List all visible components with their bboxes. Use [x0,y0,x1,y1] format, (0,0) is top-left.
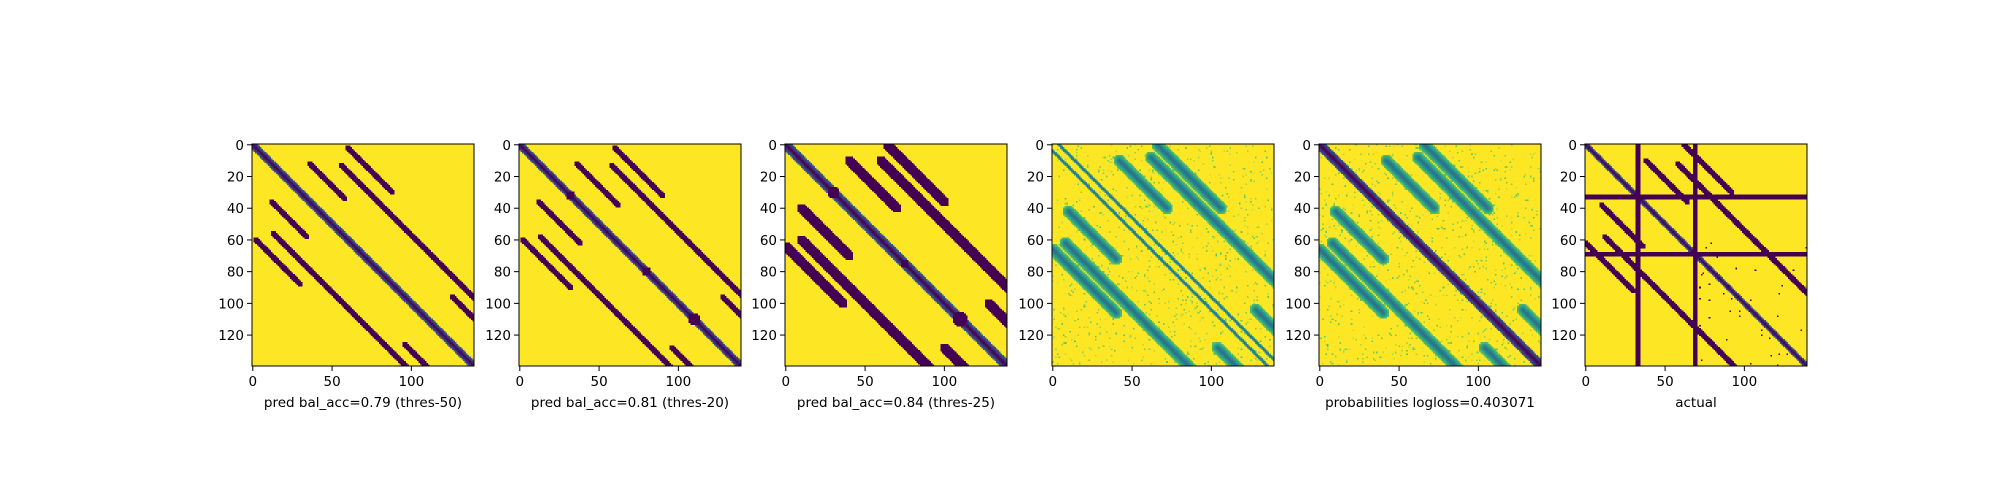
y-tick-label: 0 [1302,138,1311,154]
x-tick-label: 50 [1656,374,1673,390]
panel-6: 0 50 100 0 20 40 60 80 100 120 actual [1551,138,1808,411]
y-tick-label: 100 [1551,296,1577,312]
y-tick-label: 60 [760,233,777,249]
panel-caption: probabilities logloss=0.403071 [1325,395,1535,411]
y-tick-label: 40 [1560,201,1577,217]
heatmap-image [785,144,1007,366]
y-tick-label: 0 [1568,138,1577,154]
y-tick-label: 20 [494,170,511,186]
panel-3: 0 50 100 0 20 40 60 80 100 120 pred bal_acc=0.84 (… [751,138,1008,411]
x-tick-label: 50 [323,374,340,390]
panel-4: 0 50 100 0 20 40 60 80 100 120 [1018,138,1275,390]
y-tick-label: 40 [760,201,777,217]
y-tick-label: 0 [768,138,777,154]
heatmap-image [519,144,741,366]
y-tick-label: 40 [494,201,511,217]
y-tick-label: 60 [1027,233,1044,249]
axes-frame [1584,143,1808,367]
panel-1: 0 50 100 0 20 40 60 80 100 120 pred bal_acc=0.79 (… [218,138,475,411]
x-tick-label: 50 [1390,374,1407,390]
y-tick-label: 100 [751,296,777,312]
y-tick-label: 0 [1035,138,1044,154]
x-tick-label: 50 [590,374,607,390]
y-tick-label: 20 [1294,170,1311,186]
y-tick-label: 120 [1551,328,1577,344]
y-tick-label: 100 [218,296,244,312]
y-tick-label: 100 [485,296,511,312]
x-tick-label: 0 [1048,374,1057,390]
y-tick-label: 80 [1027,265,1044,281]
y-tick-label: 80 [494,265,511,281]
x-tick-label: 0 [781,374,790,390]
x-tick-label: 100 [1465,374,1491,390]
y-tick-label: 60 [227,233,244,249]
y-tick-label: 120 [1285,328,1311,344]
y-tick-label: 100 [1018,296,1044,312]
axes-frame [1051,143,1275,367]
panel-caption: pred bal_acc=0.79 (thres-50) [264,395,462,411]
axes-frame [518,143,742,367]
heatmap-image [1585,144,1807,366]
heatmap-image [1052,144,1274,366]
heatmap-image [1319,144,1541,366]
x-tick-label: 100 [398,374,424,390]
y-tick-label: 120 [751,328,777,344]
y-tick-label: 80 [227,265,244,281]
x-tick-label: 100 [665,374,691,390]
y-tick-label: 60 [1294,233,1311,249]
y-tick-label: 20 [760,170,777,186]
y-tick-label: 80 [1560,265,1577,281]
x-tick-label: 50 [856,374,873,390]
panel-5: 0 50 100 0 20 40 60 80 100 120 probabilities loglo… [1285,138,1542,411]
y-tick-label: 40 [1027,201,1044,217]
panel-2: 0 50 100 0 20 40 60 80 100 120 pred bal_acc=0.81 (… [485,138,742,411]
x-tick-label: 0 [515,374,524,390]
x-tick-label: 0 [248,374,257,390]
y-tick-label: 80 [1294,265,1311,281]
x-tick-label: 100 [1198,374,1224,390]
heatmap-image [252,144,474,366]
y-tick-label: 100 [1285,296,1311,312]
panel-caption: actual [1675,395,1717,411]
panel-caption: pred bal_acc=0.81 (thres-20) [531,395,729,411]
x-tick-label: 0 [1315,374,1324,390]
x-tick-label: 100 [931,374,957,390]
y-tick-label: 20 [227,170,244,186]
y-tick-label: 60 [494,233,511,249]
x-tick-label: 100 [1731,374,1757,390]
panel-caption: pred bal_acc=0.84 (thres-25) [797,395,995,411]
y-tick-label: 80 [760,265,777,281]
axes-frame [251,143,475,367]
y-tick-label: 20 [1560,170,1577,186]
y-tick-label: 120 [1018,328,1044,344]
y-tick-label: 60 [1560,233,1577,249]
y-tick-label: 0 [502,138,511,154]
y-tick-label: 40 [1294,201,1311,217]
y-tick-label: 120 [218,328,244,344]
y-tick-label: 120 [485,328,511,344]
x-tick-label: 0 [1581,374,1590,390]
x-tick-label: 50 [1123,374,1140,390]
y-tick-label: 20 [1027,170,1044,186]
y-tick-label: 40 [227,201,244,217]
axes-frame [784,143,1008,367]
axes-frame [1318,143,1542,367]
y-tick-label: 0 [235,138,244,154]
